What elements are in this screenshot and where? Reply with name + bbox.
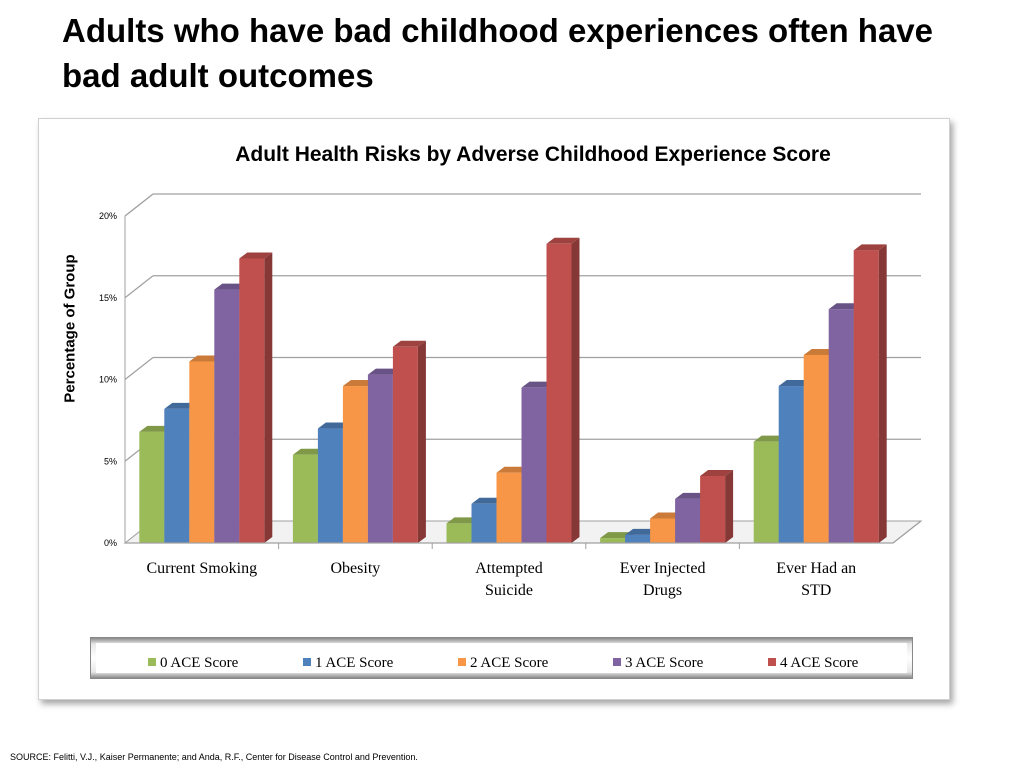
bar-top: [446, 517, 480, 524]
legend-label: 1 ACE Score: [315, 655, 394, 671]
bar-top: [471, 497, 505, 504]
bar-top: [292, 448, 326, 455]
bar-top: [853, 244, 887, 251]
bar-side: [264, 252, 273, 543]
gridline-side: [124, 357, 154, 380]
x-tick-label: Current Smoking: [146, 560, 257, 577]
legend-swatch: [458, 658, 466, 666]
bar-top: [214, 283, 248, 290]
x-tick-label: STD: [801, 582, 831, 599]
bar-top: [367, 368, 401, 375]
legend-item: 4 ACE Score: [768, 655, 858, 672]
y-tick-label: 5%: [104, 456, 117, 466]
y-tick-label: 10%: [99, 375, 117, 385]
legend-swatch: [303, 658, 311, 666]
y-tick-label: 0%: [104, 538, 117, 548]
bar: [625, 534, 651, 543]
x-tick-label: Attempted: [475, 560, 543, 577]
bar-top: [650, 512, 684, 519]
gridline-side: [124, 275, 154, 299]
bar-top: [700, 469, 734, 476]
x-tick-label: Suicide: [485, 582, 533, 599]
bar: [189, 361, 215, 543]
bar: [675, 498, 701, 543]
bar-top: [139, 425, 173, 432]
bar: [164, 408, 190, 543]
bar-top: [239, 252, 273, 259]
y-tick-label: 20%: [99, 211, 117, 221]
chart-legend: 0 ACE Score 1 ACE Score 2 ACE Score 3 ACE S…: [90, 637, 913, 679]
bar: [521, 387, 547, 543]
bar: [317, 428, 343, 543]
x-tick-label: Ever Had an: [776, 560, 856, 577]
legend-item: 3 ACE Score: [613, 655, 703, 672]
legend-label: 3 ACE Score: [625, 655, 704, 671]
legend-item: 0 ACE Score: [148, 655, 238, 672]
x-tick-label: Ever Injected: [620, 560, 706, 577]
legend-label: 4 ACE Score: [780, 655, 859, 671]
bar-top: [392, 340, 426, 347]
bar: [292, 454, 318, 543]
bar-top: [753, 435, 787, 442]
legend-swatch: [768, 658, 776, 666]
bar: [496, 472, 522, 543]
bar-side: [725, 469, 734, 543]
legend-item: 1 ACE Score: [303, 655, 393, 672]
x-tick-label: Drugs: [643, 582, 682, 599]
x-tick-label: Obesity: [331, 560, 381, 577]
bar: [367, 374, 393, 543]
bar: [700, 475, 726, 543]
bar: [214, 289, 240, 543]
bar-top: [803, 348, 837, 355]
bar-top: [496, 466, 530, 473]
bar-top: [828, 303, 862, 310]
x-axis-side: [892, 520, 922, 544]
bar-top: [625, 528, 659, 535]
bar: [239, 258, 265, 543]
legend-swatch: [613, 658, 621, 666]
bar-top: [342, 380, 376, 387]
bar-top: [675, 492, 709, 499]
chart-title: Adult Health Risks by Adverse Childhood …: [235, 143, 831, 166]
bar-top: [164, 402, 198, 409]
bar: [803, 354, 829, 543]
legend-body: 0 ACE Score 1 ACE Score 2 ACE Score 3 ACE S…: [96, 643, 907, 673]
legend-label: 0 ACE Score: [160, 655, 239, 671]
source-note: SOURCE: Felitti, V.J., Kaiser Permanente…: [10, 752, 418, 762]
bar: [600, 538, 626, 543]
bar: [650, 518, 676, 543]
bar-side: [417, 340, 426, 543]
bar-side: [878, 244, 887, 543]
legend-swatch: [148, 658, 156, 666]
bar: [753, 441, 779, 543]
legend-item: 2 ACE Score: [458, 655, 548, 672]
bar-top: [546, 237, 580, 244]
bar-top: [778, 380, 812, 387]
bar: [446, 523, 472, 543]
legend-label: 2 ACE Score: [470, 655, 549, 671]
bar: [342, 386, 368, 543]
bar-top: [189, 355, 223, 362]
y-tick-label: 15%: [99, 293, 117, 303]
bar: [853, 250, 879, 543]
y-axis-top-edge: [124, 193, 154, 217]
bar-side: [571, 237, 580, 544]
bar: [139, 431, 165, 543]
bar-top: [317, 422, 351, 429]
bar: [828, 309, 854, 543]
bar: [392, 346, 418, 543]
bar: [778, 386, 804, 543]
bar-top: [521, 381, 555, 388]
bar: [546, 243, 572, 544]
bar-top: [600, 532, 634, 539]
bar: [471, 503, 497, 543]
slide-title: Adults who have bad childhood experience…: [62, 12, 934, 94]
